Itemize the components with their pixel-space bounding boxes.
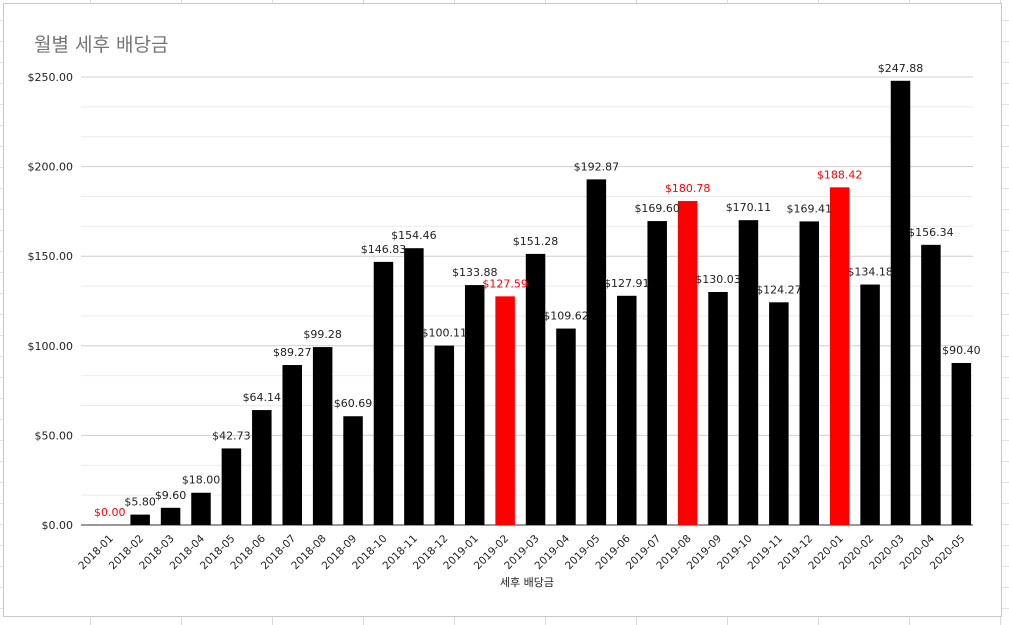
data-label-2018-06: $64.14 xyxy=(243,391,282,404)
bar-2018-10[interactable] xyxy=(373,261,394,525)
bar-2020-01[interactable] xyxy=(829,187,850,525)
bar-2019-04[interactable] xyxy=(556,328,576,525)
data-label-2019-04: $109.62 xyxy=(543,310,589,323)
bars[interactable] xyxy=(130,80,972,526)
bar-2018-04[interactable] xyxy=(191,492,211,525)
bar-2018-03[interactable] xyxy=(160,507,181,525)
bar-2019-07[interactable] xyxy=(647,221,667,526)
data-label-2019-07: $169.60 xyxy=(634,202,680,215)
bar-2018-09[interactable] xyxy=(343,416,363,525)
data-label-2018-01: $0.00 xyxy=(94,506,126,519)
data-label-2018-02: $5.80 xyxy=(124,496,156,509)
data-label-2020-03: $247.88 xyxy=(878,62,924,75)
data-label-2019-09: $130.03 xyxy=(695,273,741,286)
data-labels: $0.00$5.80$9.60 $18.00 $42.73 $64.14 $89.27 $… xyxy=(94,62,981,519)
bar-2019-09[interactable] xyxy=(708,291,728,525)
data-label-2018-08: $99.28 xyxy=(303,328,342,341)
data-label-2019-02: $127.59 xyxy=(482,277,528,290)
x-axis-ticks: 2018-012018-022018-032018-042018-052018-… xyxy=(76,532,967,572)
data-label-2018-12: $100.11 xyxy=(422,327,468,340)
bar-2019-05[interactable] xyxy=(586,179,607,525)
data-label-2018-04: $18.00 xyxy=(182,474,221,487)
bar-2020-04[interactable] xyxy=(921,244,941,525)
data-label-2019-08: $180.78 xyxy=(665,182,711,195)
data-label-2019-10: $170.11 xyxy=(726,201,772,214)
data-label-2018-07: $89.27 xyxy=(273,346,312,359)
y-tick-label: $200.00 xyxy=(28,161,74,174)
data-label-2020-01: $188.42 xyxy=(817,168,863,181)
y-tick-label: $250.00 xyxy=(28,71,74,84)
bar-2020-05[interactable] xyxy=(951,363,972,525)
chart-title: 월별 세후 배당금 xyxy=(34,34,169,56)
data-label-2019-05: $192.87 xyxy=(574,160,620,173)
data-label-2020-04: $156.34 xyxy=(908,226,954,239)
data-label-2018-03: $9.60 xyxy=(155,489,187,502)
bar-2019-06[interactable] xyxy=(617,295,637,525)
data-label-2018-11: $154.46 xyxy=(391,229,437,242)
y-tick-label: $150.00 xyxy=(28,250,74,263)
data-label-2019-11: $124.27 xyxy=(756,283,802,296)
bar-2020-02[interactable] xyxy=(860,284,880,525)
bar-2018-05[interactable] xyxy=(221,448,242,525)
bar-2019-12[interactable] xyxy=(799,221,820,525)
data-label-2019-12: $169.41 xyxy=(787,202,833,215)
bar-2019-08[interactable] xyxy=(677,201,698,525)
bar-2018-12[interactable] xyxy=(434,345,455,525)
bar-2018-02[interactable] xyxy=(130,514,150,525)
bar-2019-03[interactable] xyxy=(525,253,546,525)
data-label-2020-02: $134.18 xyxy=(847,266,893,279)
data-label-2018-09: $60.69 xyxy=(334,397,373,410)
y-tick-label: $0.00 xyxy=(42,519,74,532)
y-tick-label: $100.00 xyxy=(28,340,74,353)
bar-2018-07[interactable] xyxy=(282,365,302,525)
bar-2018-08[interactable] xyxy=(312,347,333,525)
y-tick-label: $50.00 xyxy=(35,429,74,442)
data-label-2019-01: $133.88 xyxy=(452,266,498,279)
data-label-2019-06: $127.91 xyxy=(604,277,650,290)
bar-2019-02[interactable] xyxy=(495,296,515,525)
data-label-2018-05: $42.73 xyxy=(212,429,251,442)
bar-2018-11[interactable] xyxy=(404,248,424,525)
x-axis-title: 세후 배당금 xyxy=(500,576,554,589)
data-label-2018-10: $146.83 xyxy=(361,243,407,256)
data-label-2020-05: $90.40 xyxy=(942,344,981,357)
bar-2018-06[interactable] xyxy=(252,410,272,525)
bar-2020-03[interactable] xyxy=(890,80,911,525)
y-axis-ticks: $0.00 $50.00 $100.00 $150.00 $200.00 $250.00 xyxy=(28,71,74,532)
bar-2019-11[interactable] xyxy=(769,302,789,525)
bar-2019-01[interactable] xyxy=(464,285,485,525)
bar-2019-10[interactable] xyxy=(738,220,759,525)
data-label-2019-03: $151.28 xyxy=(513,235,559,248)
